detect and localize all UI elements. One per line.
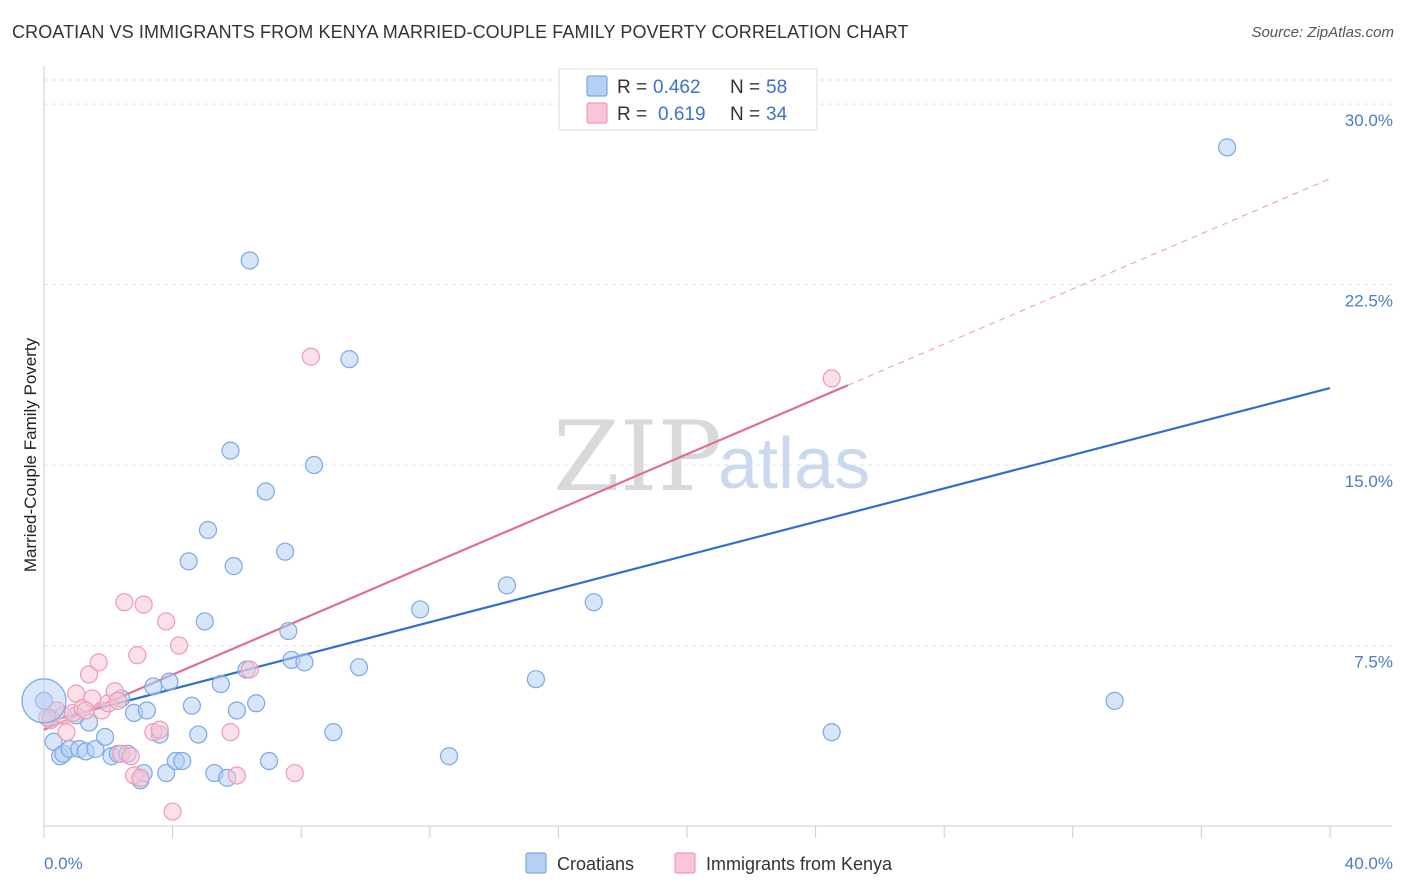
legend: R = 0.462 N = 58 R = 0.619 N = 34	[558, 68, 818, 131]
croatians-point	[95, 727, 115, 747]
croatians-point	[211, 674, 230, 694]
kenya-point	[157, 612, 176, 631]
y-tick-labels: 7.5% 15.0% 22.5% 30.0%	[1345, 111, 1393, 671]
croatians-point	[411, 600, 430, 619]
kenya-point	[89, 653, 108, 672]
watermark-zip: ZIP	[553, 401, 722, 513]
croatians-point	[256, 482, 275, 501]
legend-n-label: N =	[730, 77, 760, 98]
croatians-point	[1105, 691, 1124, 710]
legend-r-label: R =	[617, 104, 647, 125]
croatians-point	[144, 677, 163, 696]
legend-n-label: N =	[730, 104, 760, 125]
kenya-point	[128, 646, 147, 665]
croatians-point	[259, 751, 279, 771]
croatians-point	[247, 694, 266, 713]
bottom-legend-label-croatians: Croatians	[557, 854, 634, 874]
kenya-point	[134, 595, 153, 614]
croatians-point	[157, 763, 176, 783]
kenya-point	[163, 802, 182, 821]
kenya-point	[221, 723, 240, 742]
data-points	[21, 138, 1237, 821]
watermark: ZIP atlas	[553, 401, 870, 513]
kenya-point	[285, 763, 304, 783]
croatians-point	[173, 751, 192, 771]
croatians-point	[526, 670, 545, 689]
kenya-point	[121, 747, 140, 766]
bottom-legend: Croatians Immigrants from Kenya	[525, 852, 893, 874]
croatians-point	[179, 552, 198, 571]
legend-r-value: 0.462	[653, 77, 701, 98]
croatians-point	[439, 747, 459, 766]
x-tick-label-max: 40.0%	[1345, 854, 1393, 873]
kenya-trend-line	[43, 384, 849, 731]
kenya-point	[115, 593, 134, 612]
croatians-point	[295, 653, 314, 672]
legend-n-value: 58	[766, 77, 787, 98]
croatians-point	[189, 725, 208, 744]
source-label: Source: ZipAtlas.com	[1251, 24, 1394, 41]
kenya-point	[301, 347, 320, 366]
y-tick-label: 22.5%	[1345, 292, 1393, 311]
gridlines	[44, 79, 1392, 647]
kenya-point	[79, 665, 99, 684]
croatians-point	[160, 672, 179, 691]
croatians-point	[195, 612, 214, 631]
croatians-point	[822, 723, 841, 742]
kenya-point	[131, 768, 150, 787]
y-tick-label: 15.0%	[1345, 472, 1393, 491]
croatians-point	[221, 441, 240, 460]
bottom-legend-swatch-croatians	[525, 852, 547, 874]
x-tick-label-min: 0.0%	[44, 854, 83, 873]
chart-title: CROATIAN VS IMMIGRANTS FROM KENYA MARRIE…	[12, 22, 909, 42]
croatians-point	[304, 455, 324, 475]
bottom-legend-swatch-kenya	[674, 852, 696, 874]
croatians-point	[584, 593, 603, 612]
croatians-point	[137, 701, 156, 720]
croatians-point	[279, 621, 298, 641]
croatians-point	[240, 251, 259, 270]
croatians-point	[497, 576, 517, 595]
kenya-point	[76, 701, 95, 720]
kenya-point	[227, 766, 246, 785]
kenya-point	[57, 723, 76, 742]
croatians-point	[86, 739, 105, 759]
kenya-point	[169, 636, 189, 655]
bottom-legend-label-kenya: Immigrants from Kenya	[706, 854, 893, 874]
kenya-point	[108, 691, 128, 710]
croatians-point	[198, 520, 218, 540]
croatians-point	[349, 658, 369, 677]
croatians-point	[1218, 138, 1237, 157]
legend-r-value: 0.619	[658, 104, 706, 125]
croatians-point	[224, 557, 243, 576]
y-tick-label: 7.5%	[1354, 653, 1393, 672]
legend-n-value: 34	[766, 104, 788, 125]
kenya-point	[240, 660, 259, 679]
croatians-point	[276, 542, 295, 561]
legend-swatch-croatians	[586, 75, 608, 97]
kenya-point	[150, 720, 169, 739]
croatians-point	[227, 701, 246, 720]
y-tick-label: 30.0%	[1345, 111, 1393, 130]
croatians-point	[182, 696, 201, 715]
legend-swatch-kenya	[586, 102, 608, 124]
kenya-point	[822, 369, 841, 388]
x-tick-labels: 0.0% 40.0%	[44, 854, 1393, 873]
kenya-trend-extension	[847, 178, 1331, 386]
croatians-point	[340, 350, 359, 369]
croatians-cluster-point	[21, 678, 67, 724]
watermark-atlas: atlas	[718, 424, 870, 504]
croatians-point	[324, 723, 343, 742]
legend-r-label: R =	[617, 77, 647, 98]
